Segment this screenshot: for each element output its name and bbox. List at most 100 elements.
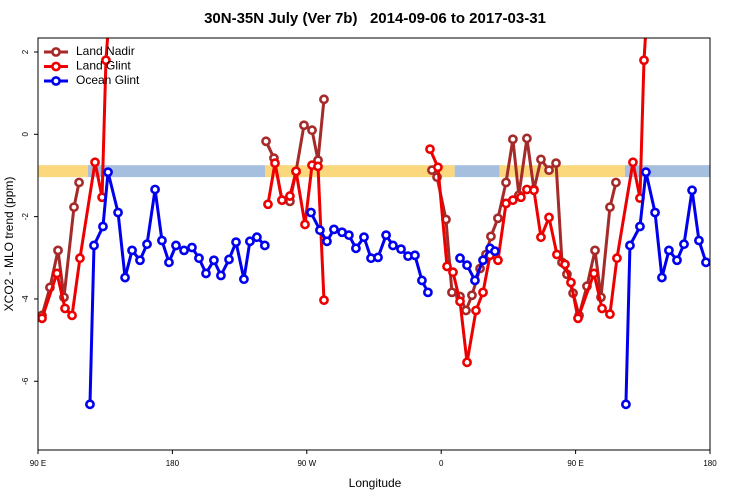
- axes: 90 E 180 90 W 0 90 E 180 2 0 -2 -4 -6: [21, 49, 717, 468]
- data-point: [551, 158, 561, 169]
- data-point: [536, 154, 546, 165]
- data-point: [216, 270, 226, 281]
- data-point: [150, 184, 160, 195]
- legend-label: Land Nadir: [76, 44, 135, 58]
- data-point: [201, 268, 211, 279]
- data-point: [589, 268, 599, 279]
- data-point: [252, 232, 262, 243]
- data-point: [171, 240, 181, 251]
- data-point: [560, 259, 570, 270]
- data-point: [373, 252, 383, 263]
- data-point: [679, 239, 689, 250]
- data-point: [573, 313, 583, 324]
- data-point: [417, 275, 427, 286]
- data-point: [270, 158, 280, 169]
- data-point: [433, 162, 443, 173]
- y-tick-label: 0: [21, 132, 30, 137]
- data-point: [447, 287, 457, 298]
- band-segment: [88, 165, 265, 178]
- data-point: [470, 275, 480, 286]
- data-point: [157, 235, 167, 246]
- data-point: [625, 240, 635, 251]
- series-line: [40, 99, 618, 317]
- y-tick-label: -4: [21, 295, 30, 303]
- data-point: [135, 255, 145, 266]
- data-point: [490, 246, 500, 257]
- data-point: [388, 240, 398, 251]
- data-point: [307, 125, 317, 136]
- x-tick-label: 90 W: [297, 459, 316, 468]
- legend-marker: [51, 76, 61, 86]
- data-point: [359, 232, 369, 243]
- data-point: [455, 296, 465, 307]
- data-point: [493, 255, 503, 266]
- x-tick-label: 180: [166, 459, 180, 468]
- data-point: [164, 257, 174, 268]
- data-point: [261, 136, 271, 147]
- data-point: [635, 221, 645, 232]
- data-point: [462, 260, 472, 271]
- data-point: [529, 185, 539, 196]
- data-point: [628, 157, 638, 168]
- data-point: [69, 202, 79, 213]
- data-point: [467, 290, 477, 301]
- data-point: [179, 245, 189, 256]
- data-point: [566, 277, 576, 288]
- data-point: [67, 310, 77, 321]
- data-point: [52, 268, 62, 279]
- data-point: [315, 225, 325, 236]
- data-point: [507, 195, 518, 206]
- data-point: [552, 249, 562, 260]
- band-segment: [624, 165, 710, 178]
- data-point: [319, 295, 329, 306]
- data-point: [351, 243, 361, 254]
- data-point: [90, 157, 100, 168]
- data-point: [259, 240, 270, 251]
- data-point: [672, 255, 682, 266]
- data-point: [89, 240, 99, 251]
- data-point: [611, 177, 621, 188]
- plot-frame: [37, 37, 711, 451]
- data-point: [544, 212, 554, 223]
- data-point: [425, 144, 435, 155]
- data-point: [263, 199, 273, 210]
- data-point: [98, 221, 108, 232]
- data-point: [448, 267, 458, 278]
- data-point: [127, 245, 137, 256]
- data-point: [319, 94, 329, 105]
- data-point: [516, 192, 526, 203]
- data-point: [501, 177, 511, 188]
- data-point: [38, 313, 47, 324]
- x-axis-label: Longitude: [349, 476, 402, 490]
- data-point: [694, 235, 704, 246]
- surface-band: [38, 165, 710, 178]
- data-point: [329, 224, 339, 235]
- data-point: [590, 245, 600, 256]
- data-point: [522, 133, 532, 144]
- legend-marker: [51, 61, 61, 72]
- data-point: [142, 239, 152, 250]
- data-point: [299, 120, 309, 131]
- data-point: [461, 305, 471, 316]
- data-point: [231, 237, 241, 248]
- x-tick-label: 90 E: [567, 459, 583, 468]
- legend-marker: [51, 47, 61, 57]
- data-point: [306, 207, 316, 218]
- data-point: [478, 255, 488, 266]
- data-point: [605, 309, 615, 320]
- data-point: [507, 134, 518, 145]
- data-point: [209, 255, 219, 266]
- data-point: [493, 213, 503, 224]
- data-point: [104, 28, 111, 35]
- data-point: [285, 191, 295, 201]
- data-point: [544, 165, 554, 176]
- data-point: [381, 230, 391, 241]
- y-axis-label: XCO2 - MLO trend (ppm): [2, 177, 16, 312]
- data-point: [313, 161, 323, 172]
- legend-label: Land Glint: [76, 59, 131, 73]
- data-point: [657, 272, 667, 283]
- data-point: [245, 236, 255, 247]
- data-point: [536, 232, 546, 243]
- data-point: [74, 177, 84, 188]
- data-point: [650, 207, 660, 218]
